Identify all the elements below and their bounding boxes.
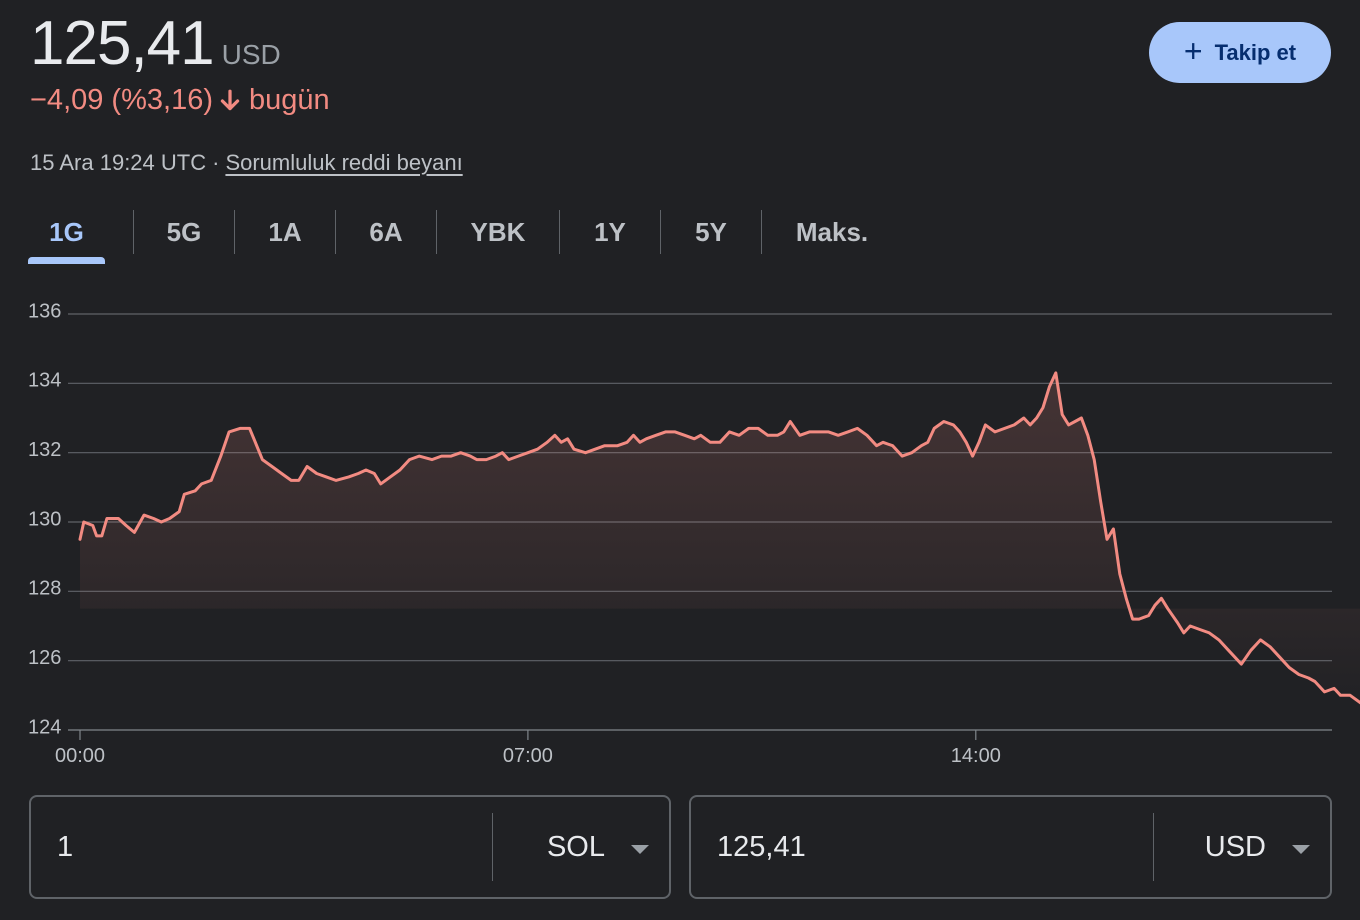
price-chart[interactable]: 124 126 128 130 132 134 136 00:00 07:00 14:00 (0, 290, 1360, 780)
tab-divider (133, 210, 134, 254)
quote-meta: 15 Ara 19:24 UTC · Sorumluluk reddi beyanı (30, 150, 463, 176)
tab-max[interactable]: Maks. (795, 216, 869, 247)
caret-down-icon (631, 844, 649, 854)
converter-from: SOL (29, 795, 671, 899)
caret-down-icon (1292, 844, 1310, 854)
time-range-tabs: 1G 5G 1A 6A YBK 1Y 5Y Maks. (28, 200, 902, 264)
arrow-down-icon (220, 89, 240, 110)
from-amount-input[interactable] (31, 796, 492, 898)
quote-timestamp: 15 Ara 19:24 UTC (30, 150, 207, 175)
follow-button[interactable]: + Takip et (1149, 22, 1331, 83)
follow-button-label: Takip et (1214, 39, 1297, 65)
to-unit-label: USD (1204, 830, 1266, 863)
y-tick-label: 132 (28, 439, 61, 461)
y-tick-label: 128 (28, 578, 61, 600)
plus-icon: + (1183, 33, 1203, 69)
change-value: −4,09 (%3,16) (30, 84, 213, 116)
tab-5g[interactable]: 5G (166, 216, 202, 247)
tab-divider (436, 210, 437, 254)
y-tick-label: 134 (28, 370, 61, 392)
price-row: 125,41 USD (30, 8, 281, 80)
from-unit-label: SOL (546, 830, 605, 863)
converter-to: USD (689, 795, 1332, 899)
converter-divider (1153, 813, 1154, 881)
x-tick-label: 14:00 (951, 745, 1001, 767)
y-tick-label: 126 (28, 647, 61, 669)
tab-divider (234, 210, 235, 254)
converter-divider (492, 813, 493, 881)
price-area-fill (80, 372, 1360, 703)
y-tick-label: 124 (28, 716, 61, 738)
tab-1g[interactable]: 1G (28, 200, 105, 264)
tab-ybk[interactable]: YBK (470, 216, 526, 247)
x-tick-label: 07:00 (503, 745, 553, 767)
price-line (78, 371, 1360, 705)
price-change: −4,09 (%3,16) bugün (30, 84, 330, 117)
from-unit-select[interactable]: SOL (493, 797, 669, 897)
y-tick-label: 130 (28, 508, 61, 530)
tab-1y[interactable]: 1Y (594, 216, 626, 247)
tab-5y[interactable]: 5Y (695, 216, 727, 247)
tab-divider (761, 210, 762, 254)
tab-divider (559, 210, 560, 254)
meta-separator: · (212, 150, 220, 175)
tab-divider (660, 210, 661, 254)
x-tick-label: 00:00 (55, 745, 105, 767)
price-chart-svg[interactable]: 124 126 128 130 132 134 136 00:00 07:00 14:00 (0, 290, 1360, 780)
tab-divider (335, 210, 336, 254)
current-price: 125,41 (30, 9, 215, 78)
price-currency: USD (221, 39, 281, 70)
y-tick-label: 136 (28, 300, 61, 322)
to-unit-select[interactable]: USD (1154, 797, 1330, 897)
tab-6a[interactable]: 6A (369, 216, 403, 247)
disclaimer-link[interactable]: Sorumluluk reddi beyanı (225, 150, 463, 175)
change-period: bugün (248, 84, 330, 116)
to-amount-input[interactable] (691, 796, 1153, 898)
tab-1a[interactable]: 1A (268, 216, 302, 247)
